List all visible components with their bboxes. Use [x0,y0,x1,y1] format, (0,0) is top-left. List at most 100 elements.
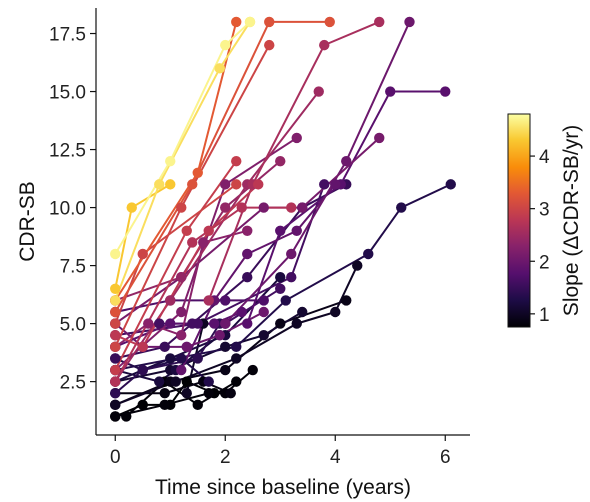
trajectory-line [125,380,237,418]
data-point [352,260,363,271]
subject-trajectory [114,21,251,301]
colorbar-ticks: 1 2 3 4 [530,147,550,326]
data-point [198,237,209,248]
data-point [187,179,198,190]
data-point [209,318,220,329]
data-point [110,376,121,387]
data-point [159,341,170,353]
data-point [253,179,264,190]
data-point [110,364,121,376]
data-point [280,295,291,306]
trajectory-line [114,20,330,313]
data-point [319,39,330,51]
data-point [231,341,242,353]
data-point [445,179,456,190]
y-tick-label: 2.5 [60,373,86,394]
y-tick-label: 7.5 [60,257,86,278]
data-point [110,295,121,306]
data-point [231,376,242,387]
data-point [242,225,253,236]
data-point [165,318,176,329]
subject-trajectory [114,311,243,348]
data-point [374,16,385,28]
data-point [192,353,203,364]
trajectory-line [115,299,264,313]
data-point [297,202,308,213]
data-point [110,353,121,364]
data-point [137,364,148,376]
data-point [286,202,297,213]
data-point [110,283,121,294]
subject-trajectory [114,20,330,313]
subject-trajectory [114,357,210,383]
data-point [154,179,165,190]
data-point [214,63,225,74]
y-tick-label: 17.5 [49,25,86,46]
data-point [319,179,330,190]
data-point [324,16,335,28]
trajectory-line [114,137,298,371]
data-point [165,295,176,306]
data-point [220,341,231,353]
data-point [110,388,121,399]
data-point [110,399,121,411]
data-point [330,306,341,318]
data-point [242,318,253,329]
trajectory-line [114,21,251,301]
colorbar-tick-label: 2 [539,252,550,273]
subject-trajectory [224,21,411,325]
subject-trajectory [115,380,232,395]
data-point [203,376,214,387]
colorbar-tick-label: 1 [539,305,550,326]
axes [95,8,470,436]
data-point [214,330,225,341]
data-point [176,271,187,283]
data-point [110,341,121,353]
data-point [225,388,236,399]
subject-trajectory [114,323,221,394]
data-point [440,86,451,97]
data-point [231,16,242,28]
data-point [264,39,275,51]
data-point [181,341,192,353]
data-point [220,295,231,306]
data-point [220,318,231,329]
subject-trajectory [114,90,320,383]
data-point [374,132,385,144]
data-point [275,155,286,167]
data-point [291,132,302,144]
data-point [110,306,121,318]
data-point [110,248,121,260]
data-point [110,411,121,422]
data-point [275,318,286,329]
data-point [341,155,352,167]
y-tick-label: 15.0 [49,83,86,104]
y-axis-ticks: 2.5 5.0 7.5 10.0 12.5 15.0 17.5 [49,25,96,394]
data-point [404,16,415,28]
trajectory-line [115,380,232,395]
data-point [176,306,187,318]
data-point [110,318,121,329]
trajectory-line [207,21,380,301]
colorbar-tick-label: 4 [539,147,550,168]
data-point [236,306,247,318]
subject-trajectory [114,137,298,371]
data-point [286,271,297,283]
data-point [330,179,341,190]
data-point [258,295,269,306]
x-tick-label: 2 [220,447,231,468]
x-axis-label: Time since baseline (years) [155,476,411,499]
data-point [137,248,148,260]
data-point [170,376,181,387]
subject-trajectory [125,380,237,418]
data-point [203,388,214,399]
data-point [137,341,148,353]
subject-trajectory [115,183,452,372]
x-tick-label: 4 [330,447,341,468]
subject-trajectory [115,299,264,313]
colorbar-label: Slope (ΔCDR-SB/yr) [560,125,583,316]
y-tick-label: 10.0 [49,199,86,220]
trajectory-line [114,90,320,383]
data-point [258,306,269,318]
